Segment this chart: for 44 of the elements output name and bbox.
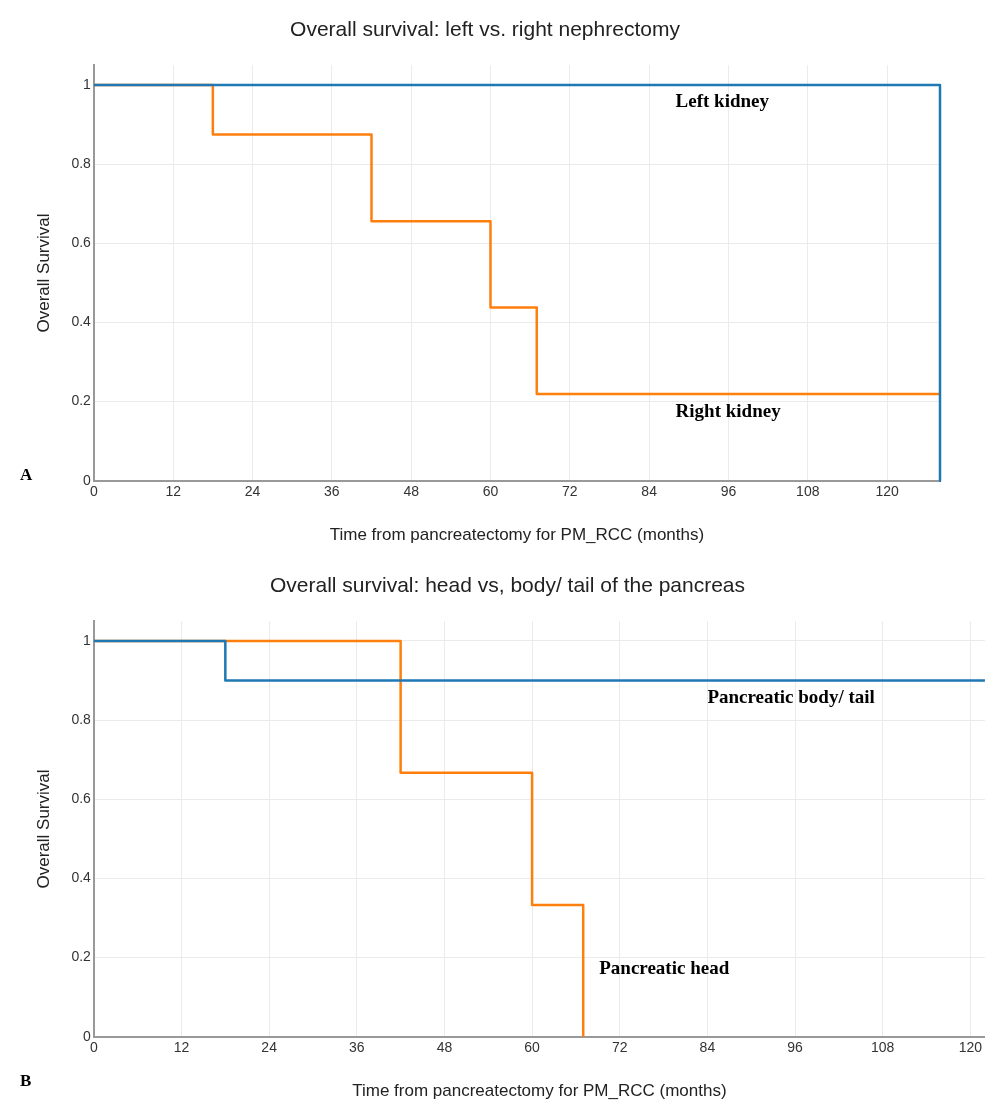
- x-tick-label: 60: [482, 483, 499, 500]
- y-tick-label: 0.6: [71, 790, 92, 807]
- x-tick-label: 72: [611, 1039, 628, 1056]
- x-tick-label: 12: [173, 1039, 190, 1056]
- y-tick-label: 1: [83, 75, 92, 92]
- x-tick-label: 96: [787, 1039, 804, 1056]
- x-tick-label: 108: [796, 483, 820, 500]
- x-tick-label: 60: [524, 1039, 541, 1056]
- text: B: [20, 1071, 32, 1091]
- x-axis-title: Time from pancreatectomy for PM_RCC (months): [329, 525, 705, 545]
- y-tick-label: 0: [83, 471, 92, 488]
- y-axis-title: Overall Survival: [33, 213, 53, 333]
- x-tick-label: 48: [403, 483, 420, 500]
- x-axis-title: Time from pancreatectomy for PM_RCC (months): [352, 1081, 727, 1101]
- annotation: Left kidney: [675, 90, 770, 112]
- x-tick-label: 96: [720, 483, 737, 500]
- y-tick-label: 0.4: [71, 869, 92, 886]
- annotation: Pancreatic head: [599, 957, 730, 979]
- chart-title: Overall survival: left vs. right nephrectomy: [290, 17, 681, 41]
- chart-title: Overall survival: head vs, body/ tail of the pancreas: [269, 573, 746, 597]
- x-tick-label: 84: [641, 483, 658, 500]
- x-tick-label: 72: [562, 483, 578, 500]
- y-tick-label: 0.8: [71, 155, 92, 172]
- annotation: Pancreatic body/ tail: [707, 685, 875, 707]
- x-tick-label: 48: [436, 1039, 453, 1056]
- x-tick-label: 120: [958, 1039, 983, 1056]
- x-tick-label: 24: [244, 483, 261, 500]
- y-tick-label: 0.6: [71, 234, 92, 251]
- y-tick-label: 0.4: [71, 313, 92, 330]
- x-tick-label: 36: [349, 1039, 365, 1056]
- x-tick-label: 12: [165, 483, 182, 500]
- annotation: Right kidney: [675, 399, 782, 421]
- text: A: [20, 465, 33, 485]
- x-tick-label: 84: [699, 1039, 716, 1056]
- y-tick-label: 0.2: [71, 948, 92, 965]
- y-axis-title: Overall Survival: [33, 769, 53, 889]
- y-tick-label: 1: [83, 631, 92, 648]
- x-tick-label: 120: [875, 483, 900, 500]
- y-tick-label: 0.2: [71, 392, 92, 409]
- y-tick-label: 0.8: [71, 711, 92, 728]
- x-tick-label: 108: [871, 1039, 895, 1056]
- y-tick-label: 0: [83, 1027, 92, 1044]
- x-tick-label: 36: [324, 483, 340, 500]
- x-tick-label: 24: [261, 1039, 278, 1056]
